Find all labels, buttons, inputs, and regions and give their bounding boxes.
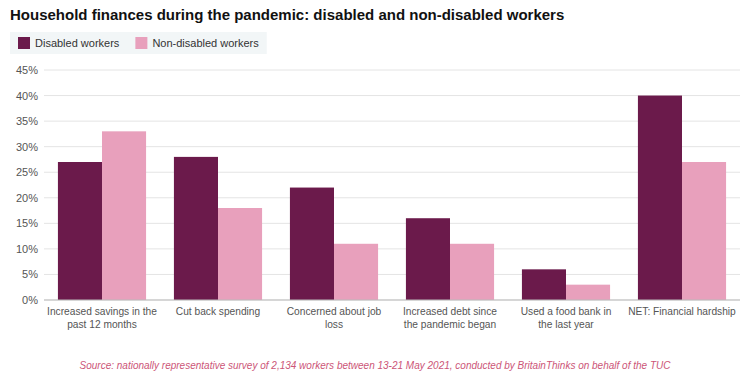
x-tick-label: Used a food bank inthe last year [521,306,612,330]
grid-line [44,274,740,275]
legend: Disabled workers Non-disabled workers [10,32,267,54]
bar [682,162,726,300]
legend-swatch [18,37,30,49]
y-tick-label: 5% [22,268,38,280]
y-tick-label: 10% [16,243,38,255]
legend-label: Non-disabled workers [152,37,259,49]
y-tick-label: 20% [16,192,38,204]
bar [174,157,218,300]
x-tick-label: Cut back spending [176,306,261,317]
grid-line [44,121,740,122]
grid-line [44,70,740,71]
bar [334,244,378,300]
bar [58,162,102,300]
x-tick-label: Concerned about jobloss [287,306,382,330]
chart: Household finances during the pandemic: … [0,0,750,377]
x-axis-line [44,300,740,301]
bar [102,131,146,300]
x-tick-label: Increased debt sincethe pandemic began [403,306,497,330]
grid-line [44,300,740,301]
bar [638,96,682,300]
source-note: Source: nationally representative survey… [80,360,672,371]
bar [218,208,262,300]
title: Household finances during the pandemic: … [10,6,564,23]
y-tick-label: 15% [16,217,38,229]
y-tick-label: 40% [16,90,38,102]
grid-line [44,146,740,147]
y-tick-label: 45% [16,64,38,76]
bar [522,269,566,300]
bars [58,96,726,300]
y-tick-label: 25% [16,166,38,178]
y-tick-label: 30% [16,141,38,153]
grid-line [44,248,740,249]
grid-line [44,95,740,96]
bar [406,218,450,300]
x-tick-label: NET: Financial hardship [628,306,736,317]
grid-line [44,223,740,224]
grid-line [44,172,740,173]
legend-label: Disabled workers [35,37,120,49]
grid [44,70,740,300]
bar [290,188,334,300]
bar [566,285,610,300]
legend-background [10,32,267,54]
legend-swatch [135,37,147,49]
bar [450,244,494,300]
grid-line [44,197,740,198]
x-tick-label: Increased savings in thepast 12 months [47,306,157,330]
y-tick-label: 0% [22,294,38,306]
y-tick-label: 35% [16,115,38,127]
